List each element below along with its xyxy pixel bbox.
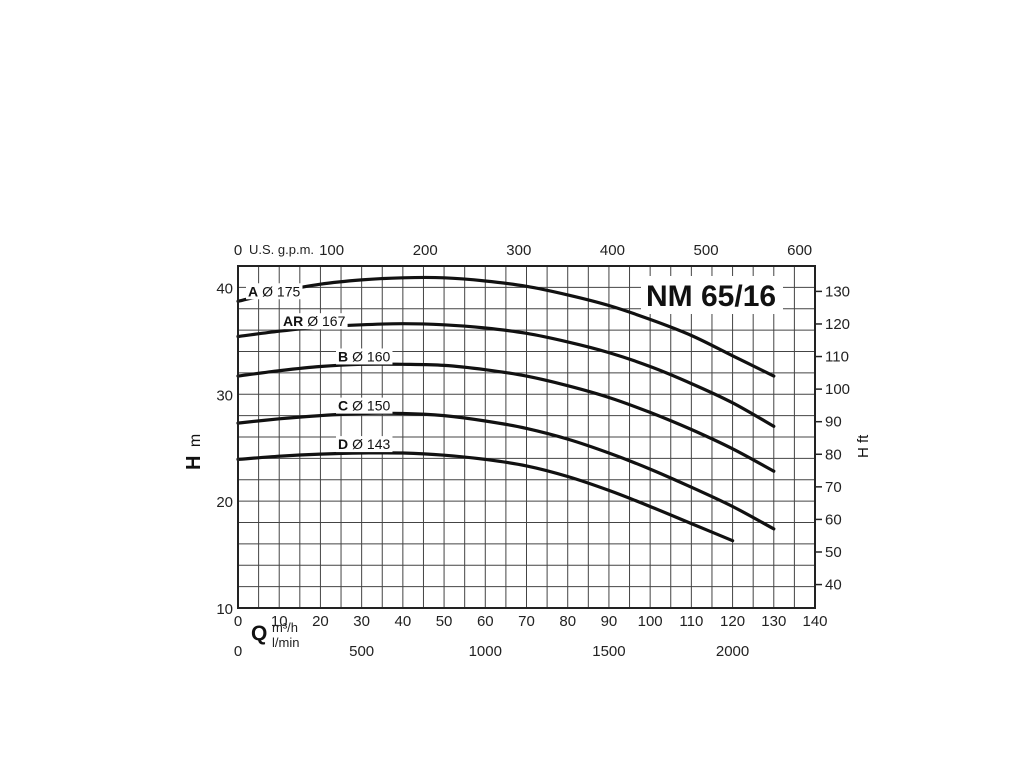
x-secondary-tick-label: 0 [234,643,242,660]
curve-label-diameter: Ø 160 [352,348,390,364]
y-right-axis-title: H ft [855,434,872,458]
y-right-tick-label: 80 [825,446,842,463]
x-top-tick-label: 400 [600,242,625,259]
x-secondary-tick-label: 1000 [469,643,502,660]
y-right-tick-label: 60 [825,511,842,528]
x-top-tick-label: 300 [506,242,531,259]
x-top-tick-label: 0 [234,242,242,259]
x-top-tick-label: 100 [319,242,344,259]
y-tick-label: 10 [216,601,233,618]
curve-label-background [336,348,393,365]
curve-label-background [336,397,393,414]
x-tick-label: 30 [353,613,370,630]
x-axis-label: Q [251,622,267,645]
y-tick-label: 30 [216,387,233,404]
curve-label-name: B [338,348,348,364]
curve-label-diameter: Ø 150 [352,398,390,414]
x-tick-label: 0 [234,613,242,630]
x-tick-label: 90 [601,613,618,630]
x-tick-label: 20 [312,613,329,630]
x-top-axis-unit: U.S. g.p.m. [249,242,314,257]
y-tick-label: 20 [216,494,233,511]
curve-b [236,362,776,473]
x-tick-label: 100 [638,613,663,630]
x-tick-label: 80 [559,613,576,630]
curve-a [236,275,776,378]
curve-label-name: AR [283,313,303,329]
x-tick-label: 120 [720,613,745,630]
x-axis-unit-primary: m³/h [272,620,298,635]
x-top-tick-label: 200 [413,242,438,259]
curve-d [236,451,735,543]
chart-title: NM 65/16 [646,280,776,313]
x-top-tick-label: 600 [787,242,812,259]
x-tick-label: 50 [436,613,453,630]
x-tick-label: 60 [477,613,494,630]
curve-label-diameter: Ø 143 [352,436,390,452]
x-tick-label: 40 [395,613,412,630]
x-secondary-tick-label: 1500 [592,643,625,660]
y-right-tick-label: 40 [825,577,842,594]
x-tick-label: 70 [518,613,535,630]
plot-frame [237,265,816,609]
y-axis-unit: m [187,434,204,447]
curve-label-name: D [338,436,348,452]
x-tick-label: 110 [679,613,703,630]
performance-curves [236,275,776,543]
x-axis-unit-secondary: l/min [272,635,299,650]
curve-label-ar: AR Ø 167 [283,313,346,329]
y-right-tick-label: 130 [825,283,850,300]
y-tick-label: 40 [216,280,233,297]
curve-label-background [336,436,393,453]
y-axis-title: H m [183,434,205,470]
curve-label-diameter: Ø 167 [307,313,345,329]
grid-lines [238,266,815,608]
y-right-tick-label: 90 [825,414,842,431]
x-tick-label: 130 [761,613,786,630]
curve-label-background [246,283,303,300]
x-tick-label: 10 [271,613,288,630]
y-right-tick-label: 70 [825,479,842,496]
y-axis-label: H [183,456,205,470]
model-title-box [641,276,783,314]
y-right-tick-label: 120 [825,316,850,333]
y-right-tick-label: 100 [825,381,850,398]
curve-label-diameter: Ø 175 [262,283,300,299]
curve-label-name: A [248,283,258,299]
curve-c [236,411,776,531]
x-tick-label: 140 [802,613,827,630]
curve-label-background [281,313,348,330]
x-secondary-tick-label: 500 [349,643,374,660]
x-secondary-tick-label: 2000 [716,643,749,660]
x-top-tick-label: 500 [694,242,719,259]
y-right-tick-label: 110 [825,349,849,366]
curve-label-name: C [338,398,348,414]
y-right-tick-label: 50 [825,544,842,561]
